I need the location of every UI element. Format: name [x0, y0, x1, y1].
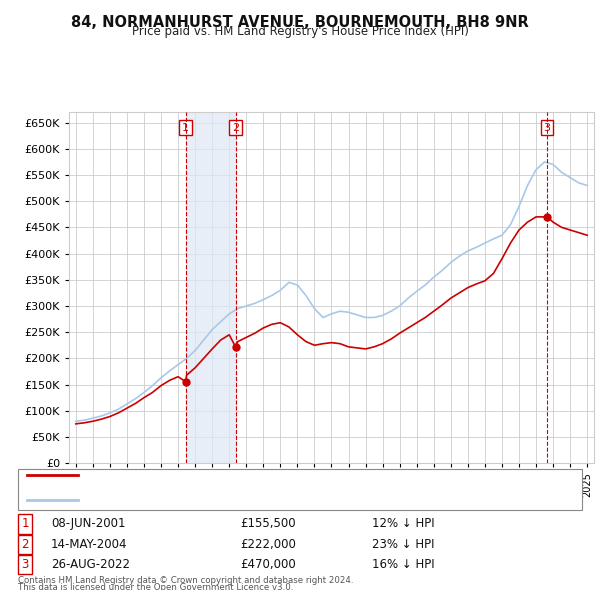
Text: HPI: Average price, detached house, Bournemouth Christchurch and Poole: HPI: Average price, detached house, Bour… [81, 496, 469, 505]
Text: 23% ↓ HPI: 23% ↓ HPI [372, 538, 434, 551]
Text: 26-AUG-2022: 26-AUG-2022 [51, 558, 130, 571]
Text: 1: 1 [182, 123, 189, 133]
Text: £470,000: £470,000 [240, 558, 296, 571]
Text: 3: 3 [22, 558, 29, 571]
Text: 16% ↓ HPI: 16% ↓ HPI [372, 558, 434, 571]
Text: This data is licensed under the Open Government Licence v3.0.: This data is licensed under the Open Gov… [18, 582, 293, 590]
Text: 08-JUN-2001: 08-JUN-2001 [51, 517, 125, 530]
Text: Price paid vs. HM Land Registry's House Price Index (HPI): Price paid vs. HM Land Registry's House … [131, 25, 469, 38]
Text: 84, NORMANHURST AVENUE, BOURNEMOUTH, BH8 9NR: 84, NORMANHURST AVENUE, BOURNEMOUTH, BH8… [71, 15, 529, 30]
Text: 2: 2 [22, 538, 29, 551]
Text: £222,000: £222,000 [240, 538, 296, 551]
Bar [185, 112, 236, 463]
Text: 12% ↓ HPI: 12% ↓ HPI [372, 517, 434, 530]
Text: 1: 1 [22, 517, 29, 530]
Text: 2: 2 [232, 123, 239, 133]
Text: £155,500: £155,500 [240, 517, 296, 530]
Text: Contains HM Land Registry data © Crown copyright and database right 2024.: Contains HM Land Registry data © Crown c… [18, 576, 353, 585]
Text: 14-MAY-2004: 14-MAY-2004 [51, 538, 128, 551]
Text: 3: 3 [544, 123, 551, 133]
Text: 84, NORMANHURST AVENUE, BOURNEMOUTH, BH8 9NR (detached house): 84, NORMANHURST AVENUE, BOURNEMOUTH, BH8… [81, 470, 465, 480]
